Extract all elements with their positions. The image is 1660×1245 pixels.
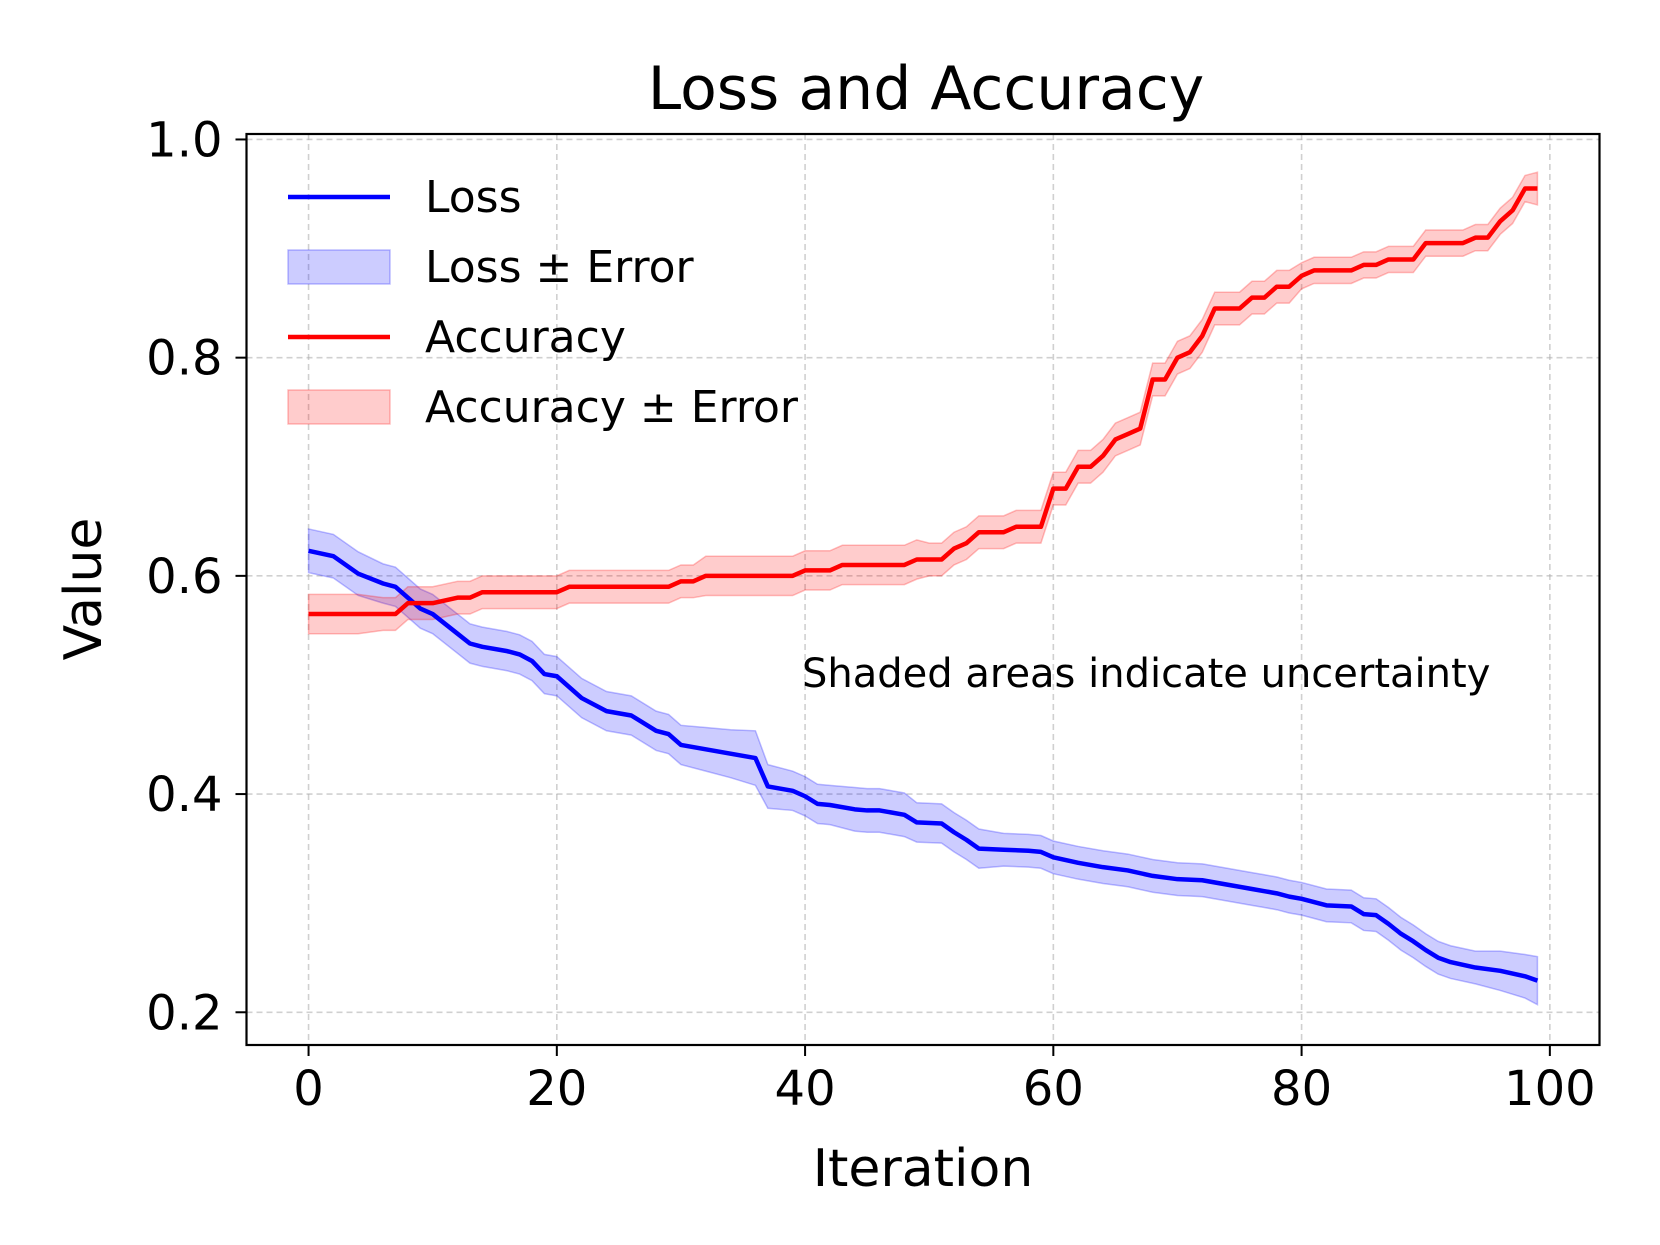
- grid-lines: [246, 134, 1600, 1045]
- legend-label: Loss ± Error: [425, 242, 695, 293]
- legend-swatch-band: [287, 389, 391, 425]
- series-lines: [308, 186, 1539, 983]
- x-tick-label: 0: [293, 1061, 324, 1117]
- legend-item-loss-error: Loss ± Error: [287, 242, 695, 293]
- x-tick-label: 40: [775, 1061, 836, 1117]
- plot-frame: [245, 132, 1601, 1047]
- chart-title: Loss and Accuracy: [648, 54, 1205, 124]
- y-tick-label: 0.8: [146, 331, 222, 387]
- y-tick-label: 0.2: [146, 985, 222, 1041]
- legend-label: Accuracy: [425, 312, 626, 363]
- accuracy-error-band: [307, 171, 1539, 635]
- legend-item-accuracy: Accuracy: [288, 312, 626, 363]
- y-axis-ticks: 0.2 0.4 0.6 0.8 1.0: [146, 112, 247, 1041]
- y-tick-label: 1.0: [146, 112, 222, 168]
- x-tick-label: 60: [1023, 1061, 1084, 1117]
- legend-label: Accuracy ± Error: [425, 382, 799, 433]
- x-axis-ticks: 0 20 40 60 80 100: [293, 1045, 1596, 1117]
- y-axis-label: Value: [54, 518, 114, 661]
- y-tick-label: 0.4: [146, 767, 222, 823]
- y-tick-label: 0.6: [146, 549, 222, 605]
- legend-swatch-band: [287, 249, 391, 285]
- legend-item-accuracy-error: Accuracy ± Error: [287, 382, 799, 433]
- legend-label: Loss: [425, 172, 522, 223]
- loss-line: [308, 548, 1539, 983]
- x-tick-label: 100: [1504, 1061, 1596, 1117]
- accuracy-line: [308, 186, 1538, 617]
- x-tick-label: 20: [526, 1061, 587, 1117]
- uncertainty-annotation: Shaded areas indicate uncertainty: [802, 651, 1490, 697]
- legend-item-loss: Loss: [288, 172, 522, 223]
- x-axis-label: Iteration: [813, 1139, 1034, 1199]
- legend: Loss Loss ± Error Accuracy Accuracy ± Error: [287, 172, 799, 433]
- x-tick-label: 80: [1271, 1061, 1332, 1117]
